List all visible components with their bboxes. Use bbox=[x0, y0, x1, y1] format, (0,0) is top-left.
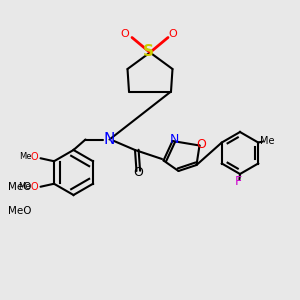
Text: Me: Me bbox=[18, 182, 31, 191]
Text: O: O bbox=[120, 29, 129, 39]
Text: N: N bbox=[104, 132, 115, 147]
Text: N: N bbox=[169, 133, 179, 146]
Text: O: O bbox=[133, 166, 143, 179]
Text: MeO: MeO bbox=[8, 206, 32, 217]
Text: S: S bbox=[143, 44, 154, 59]
Text: O: O bbox=[31, 182, 38, 192]
Text: O: O bbox=[196, 137, 206, 151]
Text: O: O bbox=[31, 152, 38, 162]
Text: Me: Me bbox=[19, 152, 32, 161]
Text: Me: Me bbox=[260, 136, 274, 146]
Text: MeO: MeO bbox=[8, 182, 32, 193]
Text: O: O bbox=[168, 29, 177, 39]
Text: F: F bbox=[235, 175, 242, 188]
